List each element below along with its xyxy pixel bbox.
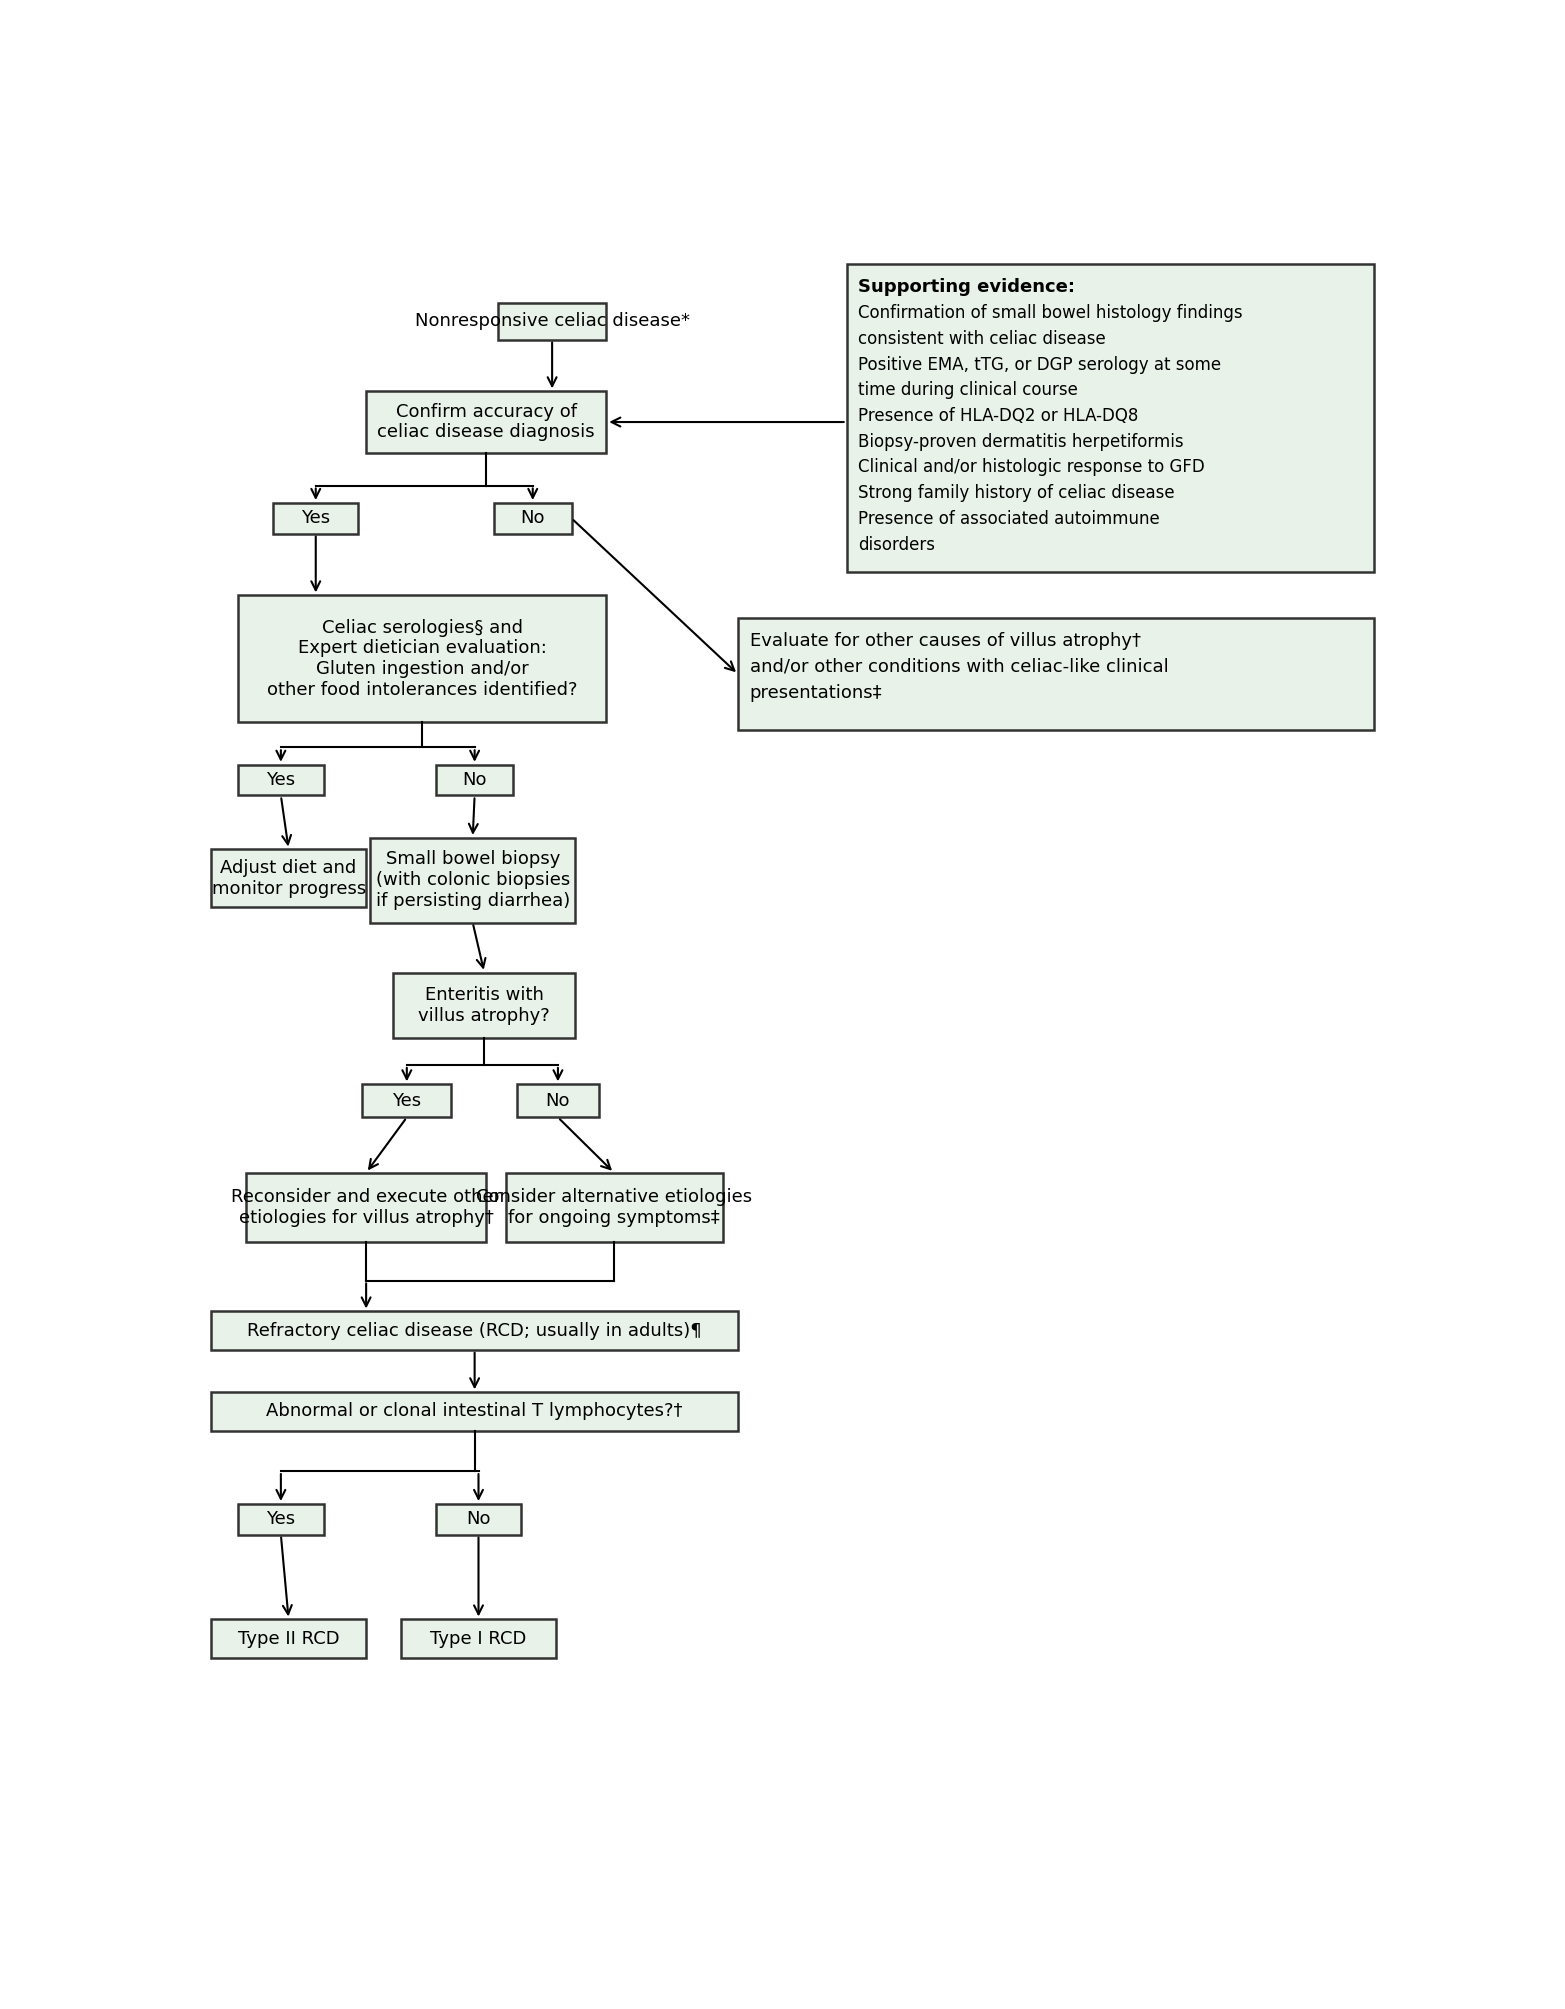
Bar <box>238 1505 324 1535</box>
Text: Evaluate for other causes of villus atrophy†
and/or other conditions with celiac: Evaluate for other causes of villus atro… <box>750 633 1169 701</box>
Text: Yes: Yes <box>300 508 330 526</box>
Text: Supporting evidence:: Supporting evidence: <box>858 277 1075 295</box>
Bar <box>498 303 606 340</box>
Bar <box>393 972 576 1039</box>
Bar <box>238 595 606 723</box>
Bar <box>274 502 358 534</box>
Bar <box>211 1619 366 1657</box>
Text: Type I RCD: Type I RCD <box>430 1629 527 1647</box>
Bar <box>369 838 576 922</box>
Text: Reconsider and execute other
etiologies for villus atrophy†: Reconsider and execute other etiologies … <box>232 1187 501 1227</box>
Text: Enteritis with
villus atrophy?: Enteritis with villus atrophy? <box>418 986 551 1025</box>
Text: Yes: Yes <box>266 771 296 790</box>
Bar <box>211 850 366 908</box>
Text: Celiac serologies§ and
Expert dietician evaluation:
Gluten ingestion and/or
othe: Celiac serologies§ and Expert dietician … <box>268 619 577 699</box>
Bar <box>401 1619 556 1657</box>
Text: Refractory celiac disease (RCD; usually in adults)¶: Refractory celiac disease (RCD; usually … <box>247 1322 703 1340</box>
Bar <box>211 1392 739 1430</box>
Bar <box>366 392 606 452</box>
Text: No: No <box>462 771 487 790</box>
Bar <box>238 765 324 796</box>
Text: Confirm accuracy of
celiac disease diagnosis: Confirm accuracy of celiac disease diagn… <box>377 402 595 442</box>
Bar <box>739 619 1374 729</box>
Bar <box>437 765 513 796</box>
Text: Type II RCD: Type II RCD <box>238 1629 340 1647</box>
Text: Abnormal or clonal intestinal T lymphocytes?†: Abnormal or clonal intestinal T lymphocy… <box>266 1402 682 1420</box>
Text: Yes: Yes <box>393 1091 421 1109</box>
Text: Consider alternative etiologies
for ongoing symptoms‡: Consider alternative etiologies for ongo… <box>476 1187 753 1227</box>
Bar <box>505 1173 723 1242</box>
Text: Yes: Yes <box>266 1511 296 1529</box>
Bar <box>847 263 1374 573</box>
Bar <box>362 1085 451 1117</box>
Text: No: No <box>546 1091 570 1109</box>
Text: Adjust diet and
monitor progress: Adjust diet and monitor progress <box>211 860 366 898</box>
Bar <box>495 502 571 534</box>
Bar <box>518 1085 599 1117</box>
Text: No: No <box>521 508 545 526</box>
Text: Confirmation of small bowel histology findings
consistent with celiac disease
Po: Confirmation of small bowel histology fi… <box>858 303 1243 554</box>
Text: No: No <box>466 1511 491 1529</box>
Bar <box>246 1173 487 1242</box>
Text: Nonresponsive celiac disease*: Nonresponsive celiac disease* <box>415 311 690 329</box>
Bar <box>211 1312 739 1350</box>
Bar <box>437 1505 521 1535</box>
Text: Small bowel biopsy
(with colonic biopsies
if persisting diarrhea): Small bowel biopsy (with colonic biopsie… <box>376 850 570 910</box>
